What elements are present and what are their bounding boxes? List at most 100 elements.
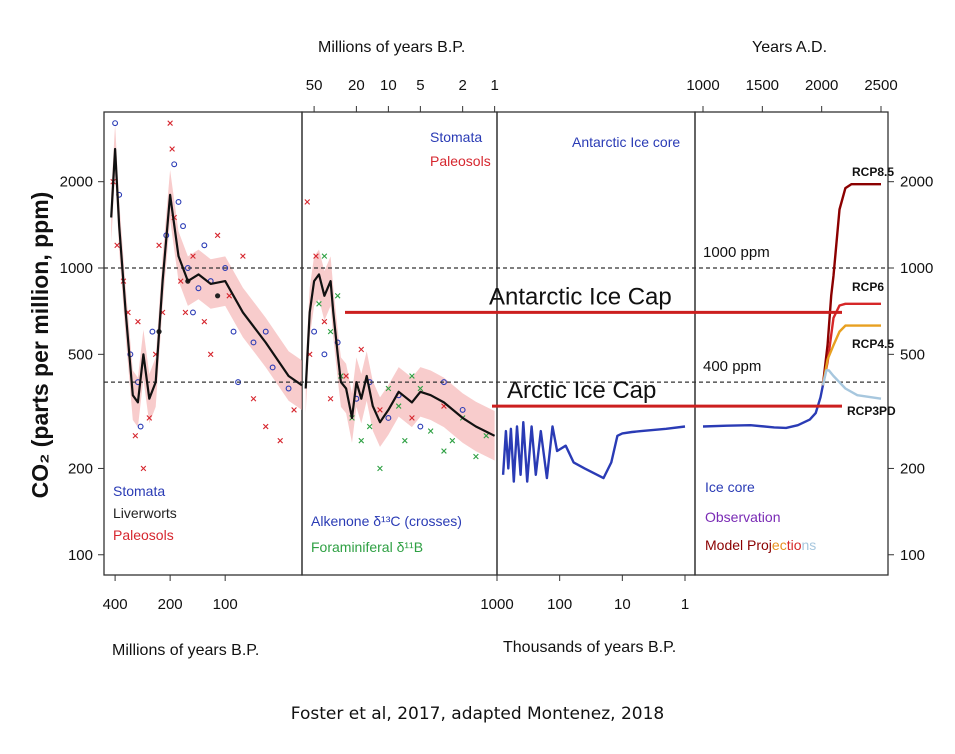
p2-foram-point: [334, 293, 341, 299]
p2-foram-point: [366, 423, 373, 430]
panel-frames: [98, 106, 894, 581]
y-tick-label-left: 1000: [60, 260, 93, 277]
p1-stomata-point: [195, 285, 202, 292]
p3-x-tick-label: 1: [681, 596, 689, 613]
p2-foram-point: [473, 453, 479, 460]
reference-label-400: 400 ppm: [703, 358, 761, 375]
p1-paleosol-point: [190, 253, 196, 259]
p1-stomata-point: [149, 328, 156, 335]
y-tick-label-left: 2000: [60, 174, 93, 191]
p2-x-tick-label: 10: [380, 77, 397, 94]
p2-x-tick-label: 1: [490, 77, 498, 94]
p1-x-tick-label: 400: [103, 596, 128, 613]
p2-foram-point: [409, 373, 415, 379]
p2-x-tick-label: 50: [306, 77, 323, 94]
p1-trend-line: [110, 147, 303, 404]
p1-paleosol-point: [207, 351, 214, 358]
p1-legend-stomata: Stomata: [113, 483, 165, 499]
p1-stomata-point: [137, 423, 144, 430]
p2-paleosol-point: [304, 199, 311, 205]
p4-end-label-rcp8-5: RCP8.5: [852, 165, 894, 179]
p1-paleosol-point: [169, 146, 175, 152]
p4-legend-observation: Observation: [705, 509, 780, 525]
p1-paleosol-point: [146, 415, 153, 421]
y-axis-title: CO₂ (parts per million, ppm): [27, 192, 53, 499]
p4-x-tick-label: 2000: [805, 77, 838, 94]
p1-paleosol-point: [262, 423, 269, 430]
p4-line-rcp3pd: [821, 369, 882, 400]
p2-stomata-point: [311, 328, 318, 335]
p3-series-label: Antarctic Ice core: [572, 134, 680, 150]
p4-legend-segment: ec: [772, 537, 787, 553]
p4-end-label-rcp3pd: RCP3PD: [847, 404, 896, 418]
p1-stomata-point: [230, 328, 237, 335]
p1-stomata-point: [190, 309, 196, 316]
p1-stomata-point: [262, 328, 269, 335]
p4-legend-ice-core: Ice core: [705, 479, 755, 495]
p4-end-label-rcp6: RCP6: [852, 280, 884, 294]
p3-x-tick-label: 10: [614, 596, 631, 613]
p1-stomata-point: [250, 339, 257, 346]
panel-frame-4: [694, 111, 889, 576]
p1-stomata-point: [285, 385, 292, 392]
panel-frame-2: [301, 111, 498, 576]
chart-lines: [104, 147, 888, 483]
p1-x-tick-label: 200: [158, 596, 183, 613]
p4-legend-model-projections: Model Projections: [705, 537, 816, 553]
p1-paleosol-point: [240, 253, 246, 259]
p4-x-tick-label: 1000: [686, 77, 719, 94]
p2-paleosol-point: [313, 253, 319, 259]
p1-stomata-point: [269, 364, 276, 371]
p2-foram-point: [417, 385, 424, 392]
y-tick-label-right: 100: [900, 547, 925, 564]
p2-paleosol-point: [327, 395, 334, 402]
p4-legend-segment: ns: [802, 537, 817, 553]
p1-paleosol-point: [167, 120, 173, 126]
p2-uncertainty-band: [305, 249, 495, 461]
p1-paleosol-point: [140, 465, 147, 472]
p1-paleosol-point: [182, 309, 189, 316]
p1-stomata-point: [171, 161, 178, 168]
p4-end-label-rcp4-5: RCP4.5: [852, 337, 894, 351]
p2-x-axis-title: Millions of years B.P.: [318, 39, 465, 56]
p1-paleosol-point: [250, 395, 257, 402]
p2-stomata-point: [459, 406, 466, 413]
p4-x-axis-title: Years A.D.: [752, 39, 827, 56]
figure-caption: Foster et al, 2017, adapted Montenez, 20…: [290, 704, 665, 724]
p2-stomata-point: [321, 351, 328, 358]
p2-legend-alkenone: Alkenone δ¹³C (crosses): [311, 513, 462, 529]
p1-paleosol-point: [132, 432, 139, 439]
annotation-label-1: Arctic Ice Cap: [507, 377, 656, 404]
p2-foram-point: [327, 328, 334, 335]
chart-texts: 100 100 200 200 500 500 1000 1000 2000 2000 1000 p…: [60, 39, 934, 659]
annotation-label-0: Antarctic Ice Cap: [489, 283, 672, 310]
p1-uncertainty-band: [111, 124, 302, 428]
p1-paleosol-point: [114, 242, 120, 249]
y-tick-label-left: 500: [68, 346, 93, 363]
p1-stomata-point: [175, 198, 182, 205]
p2-series-label-paleosols: Paleosols: [430, 153, 491, 169]
y-tick-label-right: 1000: [900, 260, 933, 277]
p2-series-label-stomata: Stomata: [430, 129, 482, 145]
p2-stomata-point: [417, 423, 424, 430]
panel-frame-3: [496, 111, 696, 576]
p2-foram-point: [395, 403, 402, 409]
p1-paleosol-point: [214, 232, 221, 239]
chart-marks: [110, 120, 495, 472]
p4-line-rcp4-5: [821, 324, 881, 386]
p4-x-tick-label: 2500: [864, 77, 897, 94]
p2-foram-point: [402, 437, 408, 444]
p3-x-tick-label: 100: [547, 596, 572, 613]
p1-paleosol-point: [277, 437, 283, 444]
y-tick-label-right: 2000: [900, 174, 933, 191]
p1-stomata-point: [222, 265, 229, 271]
p2-trend-line: [304, 273, 496, 437]
reference-label-1000: 1000 ppm: [703, 244, 770, 261]
p2-foram-point: [483, 432, 490, 439]
p1-x-axis-title: Millions of years B.P.: [112, 642, 259, 659]
p2-paleosol-point: [409, 415, 415, 421]
p2-stomata-point: [385, 414, 392, 421]
p2-x-tick-label: 2: [458, 77, 466, 94]
p2-foram-point: [316, 301, 322, 307]
